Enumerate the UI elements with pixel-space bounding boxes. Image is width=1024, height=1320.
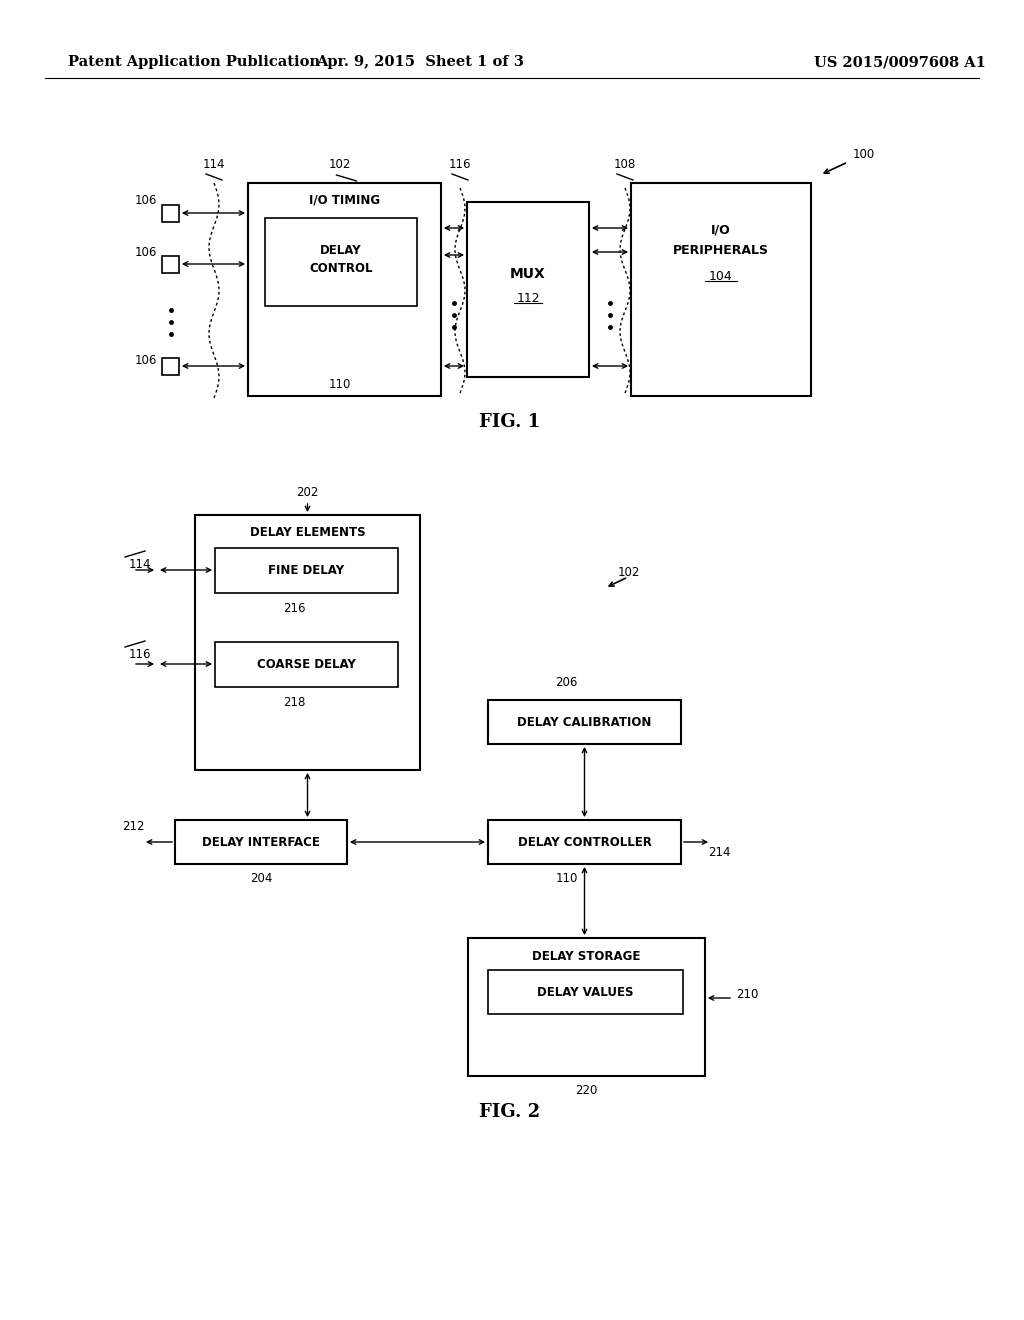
Text: FINE DELAY: FINE DELAY <box>268 564 344 577</box>
Bar <box>215 548 398 593</box>
Text: 212: 212 <box>122 821 144 833</box>
Text: 216: 216 <box>284 602 306 615</box>
Text: 110: 110 <box>555 873 578 886</box>
Bar <box>468 939 705 1076</box>
Text: I/O TIMING: I/O TIMING <box>309 194 380 206</box>
Bar <box>488 820 681 865</box>
Text: 210: 210 <box>736 987 758 1001</box>
Text: 112: 112 <box>516 292 540 305</box>
Text: 114: 114 <box>203 158 225 172</box>
Bar <box>162 256 179 273</box>
Text: 116: 116 <box>449 158 471 172</box>
Text: DELAY ELEMENTS: DELAY ELEMENTS <box>250 525 366 539</box>
Text: MUX: MUX <box>510 267 546 281</box>
Text: DELAY STORAGE: DELAY STORAGE <box>532 949 641 962</box>
Bar <box>631 183 811 396</box>
Bar <box>195 515 420 770</box>
Text: I/O: I/O <box>711 223 731 236</box>
Text: 102: 102 <box>329 158 350 172</box>
Text: PERIPHERALS: PERIPHERALS <box>673 243 769 256</box>
Text: 104: 104 <box>710 269 733 282</box>
Text: 110: 110 <box>329 378 350 391</box>
Text: 102: 102 <box>618 565 640 578</box>
Text: DELAY: DELAY <box>321 243 361 256</box>
Text: COARSE DELAY: COARSE DELAY <box>257 657 356 671</box>
Text: 218: 218 <box>284 696 306 709</box>
Text: DELAY CONTROLLER: DELAY CONTROLLER <box>517 836 651 849</box>
Bar <box>488 970 683 1014</box>
Text: 106: 106 <box>134 354 157 367</box>
Bar <box>162 358 179 375</box>
Text: 202: 202 <box>296 487 318 499</box>
Bar <box>162 205 179 222</box>
Text: FIG. 1: FIG. 1 <box>479 413 541 432</box>
Bar <box>248 183 441 396</box>
Bar <box>175 820 347 865</box>
Text: 214: 214 <box>708 846 730 858</box>
Text: CONTROL: CONTROL <box>309 261 373 275</box>
Text: 114: 114 <box>129 558 152 572</box>
Text: DELAY INTERFACE: DELAY INTERFACE <box>202 836 319 849</box>
Text: 116: 116 <box>129 648 152 661</box>
Text: Patent Application Publication: Patent Application Publication <box>68 55 319 69</box>
Text: 100: 100 <box>853 149 876 161</box>
Text: 206: 206 <box>555 676 578 689</box>
Text: FIG. 2: FIG. 2 <box>479 1104 541 1121</box>
Text: 204: 204 <box>250 873 272 886</box>
Text: 108: 108 <box>613 158 636 172</box>
Text: DELAY VALUES: DELAY VALUES <box>538 986 634 998</box>
Text: US 2015/0097608 A1: US 2015/0097608 A1 <box>814 55 986 69</box>
Text: 106: 106 <box>134 194 157 206</box>
Bar <box>488 700 681 744</box>
Text: DELAY CALIBRATION: DELAY CALIBRATION <box>517 715 651 729</box>
Bar <box>467 202 589 378</box>
Text: Apr. 9, 2015  Sheet 1 of 3: Apr. 9, 2015 Sheet 1 of 3 <box>316 55 524 69</box>
Bar <box>265 218 417 306</box>
Text: 106: 106 <box>134 246 157 259</box>
Text: 220: 220 <box>575 1085 598 1097</box>
Bar <box>215 642 398 686</box>
